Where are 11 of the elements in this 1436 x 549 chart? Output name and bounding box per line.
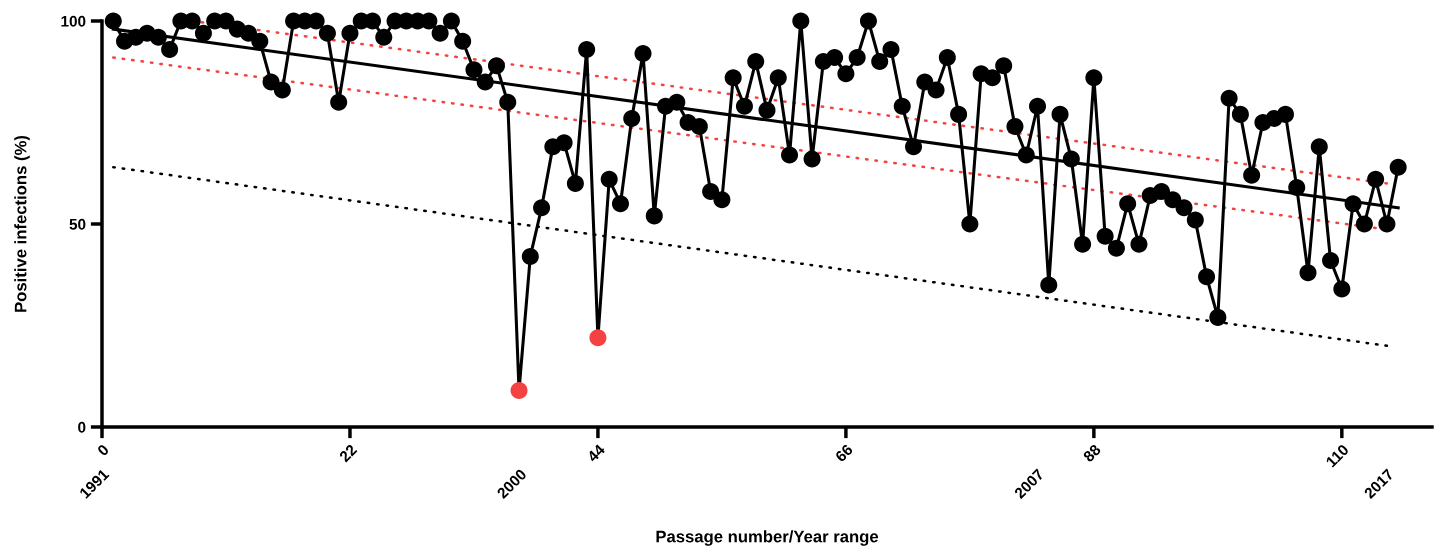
x-tick-label: 110: [1325, 443, 1350, 468]
y-axis-title: Positive infections (%): [14, 135, 30, 312]
y-tick-label: 100: [61, 15, 86, 27]
y-tick-label: 0: [78, 421, 86, 433]
x-tick-label: 88: [1082, 443, 1102, 463]
y-tick-label: 50: [69, 218, 86, 230]
x-tick-label: 22: [338, 443, 358, 463]
x-axis-title: Passage number/Year range: [656, 530, 879, 546]
x-tick-label: 44: [586, 443, 606, 463]
x-tick-label: 0: [96, 443, 110, 457]
x-tick-label: 66: [834, 443, 854, 463]
